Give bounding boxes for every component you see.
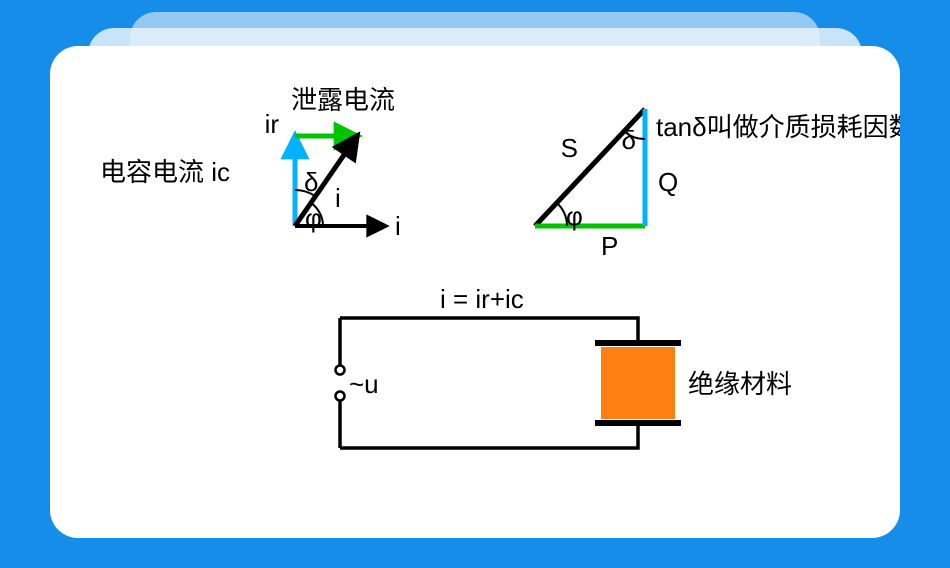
- i-axis-label: i: [395, 211, 401, 241]
- tri-delta-label: δ: [622, 125, 636, 155]
- S-label: S: [561, 133, 578, 163]
- material-label: 绝缘材料: [688, 369, 792, 399]
- dielectric-block: [601, 347, 675, 419]
- wire-bottom: [340, 423, 638, 448]
- tri-phi-label: φ: [566, 201, 583, 231]
- source-term-bot: [336, 392, 345, 401]
- phi-label: φ: [305, 203, 322, 233]
- tan-delta-note: tanδ叫做介质损耗因数: [656, 112, 900, 142]
- source-term-top: [336, 366, 345, 375]
- content-card: 泄露电流 ir 电容电流 ic δ φ i i S: [50, 46, 900, 538]
- ic-label: 电容电流 ic: [100, 157, 230, 187]
- power-triangle: S Q P δ φ tanδ叫做介质损耗因数: [535, 109, 900, 261]
- ir-label: ir: [265, 109, 280, 139]
- P-label: P: [601, 231, 618, 261]
- u-label: ~u: [349, 369, 379, 399]
- leakage-title: 泄露电流: [291, 85, 395, 115]
- wire-top: [340, 318, 638, 343]
- diagram-svg: 泄露电流 ir 电容电流 ic δ φ i i S: [50, 46, 900, 538]
- Q-label: Q: [658, 167, 678, 197]
- equation-label: i = ir+ic: [440, 284, 524, 314]
- delta-label: δ: [304, 167, 318, 197]
- circuit-diagram: i = ir+ic ~u 绝缘材料: [336, 284, 793, 448]
- phasor-diagram: 泄露电流 ir 电容电流 ic δ φ i i: [100, 85, 401, 241]
- i-side-label: i: [335, 183, 341, 213]
